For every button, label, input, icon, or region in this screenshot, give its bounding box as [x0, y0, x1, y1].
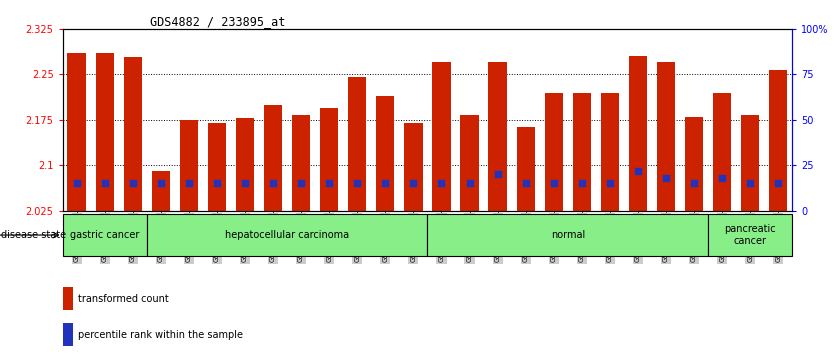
Point	[603, 180, 616, 186]
Bar	[292, 115, 310, 211]
Point	[266, 180, 279, 186]
Bar	[63, 214, 147, 256]
Bar	[63, 287, 73, 310]
Bar	[629, 56, 647, 211]
Point	[435, 180, 448, 186]
Point	[687, 180, 701, 186]
Bar	[123, 57, 142, 211]
Bar	[432, 62, 450, 211]
Bar	[320, 108, 339, 211]
Text: GDS4882 / 233895_at: GDS4882 / 233895_at	[150, 15, 285, 28]
Point	[519, 180, 532, 186]
Text: hepatocellular carcinoma: hepatocellular carcinoma	[225, 230, 349, 240]
Point	[407, 180, 420, 186]
Point	[716, 175, 729, 181]
Text: percentile rank within the sample: percentile rank within the sample	[78, 330, 244, 340]
Bar	[657, 62, 675, 211]
Text: disease state: disease state	[1, 230, 66, 240]
Bar	[600, 93, 619, 211]
Bar	[685, 117, 703, 211]
Point	[323, 180, 336, 186]
Point	[182, 180, 195, 186]
Point	[744, 180, 757, 186]
Bar	[428, 214, 708, 256]
Point	[631, 168, 645, 174]
Bar	[741, 115, 759, 211]
Bar	[96, 53, 113, 211]
Point	[294, 180, 308, 186]
Point	[771, 180, 785, 186]
Bar	[769, 70, 787, 211]
Point	[239, 180, 252, 186]
Bar	[208, 123, 226, 211]
Bar	[63, 323, 73, 346]
Bar	[152, 171, 170, 211]
Point	[547, 180, 560, 186]
Bar	[573, 93, 591, 211]
Point	[379, 180, 392, 186]
Bar	[708, 214, 792, 256]
Bar	[516, 127, 535, 211]
Point	[463, 180, 476, 186]
Point	[210, 180, 224, 186]
Bar	[376, 95, 394, 211]
Text: pancreatic
cancer: pancreatic cancer	[725, 224, 776, 246]
Bar	[180, 120, 198, 211]
Bar	[460, 115, 479, 211]
Point	[660, 175, 673, 181]
Bar	[713, 93, 731, 211]
Point	[575, 180, 589, 186]
Point	[154, 180, 168, 186]
Bar	[147, 214, 427, 256]
Text: gastric cancer: gastric cancer	[70, 230, 139, 240]
Point	[98, 180, 111, 186]
Text: normal: normal	[550, 230, 585, 240]
Bar	[68, 53, 86, 211]
Bar	[264, 105, 282, 211]
Bar	[236, 118, 254, 211]
Point	[350, 180, 364, 186]
Point	[126, 180, 139, 186]
Point	[70, 180, 83, 186]
Bar	[348, 77, 366, 211]
Bar	[545, 93, 563, 211]
Bar	[404, 123, 423, 211]
Point	[491, 171, 505, 177]
Bar	[489, 62, 507, 211]
Text: transformed count: transformed count	[78, 294, 169, 304]
